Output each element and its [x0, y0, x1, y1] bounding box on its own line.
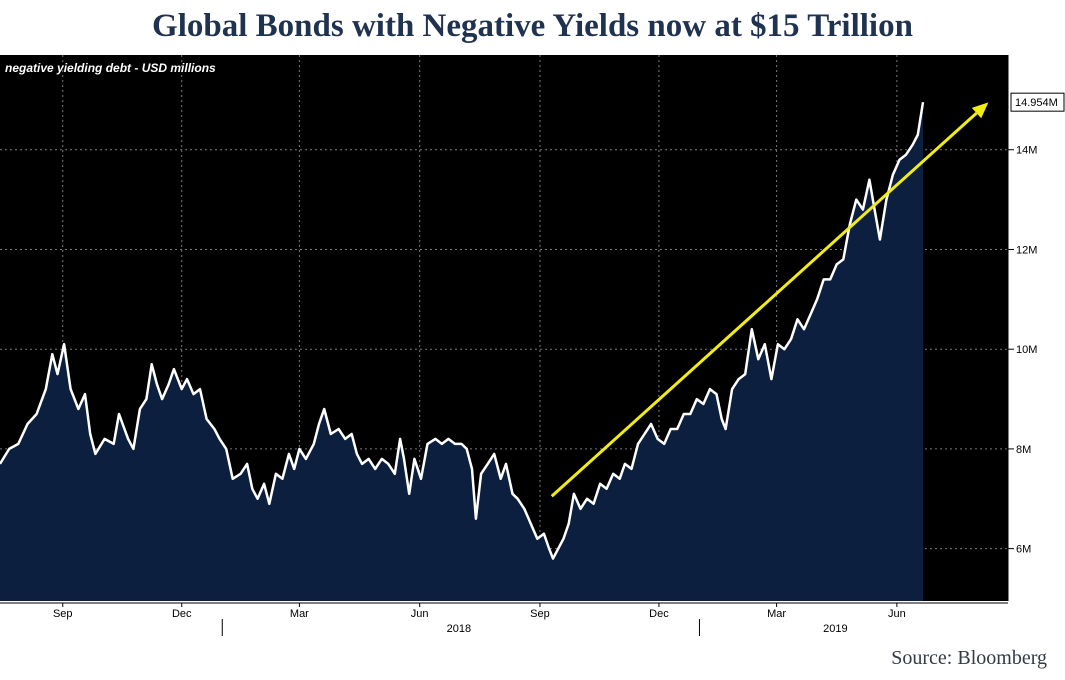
chart: negative yielding debt - USD millions 6M…	[0, 55, 1065, 636]
y-tick-label: 14M	[1016, 145, 1037, 157]
x-tick-label: Sep	[530, 608, 550, 620]
year-label: 2019	[823, 623, 847, 635]
trend-arrow-head	[971, 102, 989, 119]
year-label: 2018	[447, 623, 471, 635]
right-axis-panel	[1008, 55, 1065, 601]
chart-subtitle: negative yielding debt - USD millions	[5, 61, 216, 75]
chart-title: Global Bonds with Negative Yields now at…	[152, 8, 913, 44]
x-tick-label: Sep	[53, 608, 73, 620]
source-note: Source: Bloomberg	[891, 647, 1047, 669]
trend-arrow	[550, 102, 989, 498]
last-value-marker: 14.954M	[1010, 92, 1065, 112]
x-tick-label: Mar	[767, 608, 786, 620]
series-line	[0, 102, 925, 560]
x-tick-label: Mar	[290, 608, 309, 620]
y-tick-label: 6M	[1016, 544, 1031, 556]
x-axis-ticks: Sep Dec Mar Jun Sep Dec Mar Jun 2018 2019	[53, 603, 906, 636]
y-tick-label: 10M	[1016, 344, 1037, 356]
series-area	[0, 102, 923, 601]
trend-arrow-shaft	[550, 111, 978, 498]
y-axis-ticks: 6M 8M 10M 12M 14M	[1008, 145, 1037, 556]
last-value-label: 14.954M	[1015, 97, 1058, 109]
y-tick-label: 8M	[1016, 444, 1031, 456]
last-value-box	[1010, 92, 1065, 112]
x-tick-label: Jun	[888, 608, 906, 620]
x-tick-label: Jun	[411, 608, 429, 620]
x-tick-label: Dec	[172, 608, 192, 620]
x-tick-label: Dec	[649, 608, 669, 620]
y-tick-label: 12M	[1016, 244, 1037, 256]
